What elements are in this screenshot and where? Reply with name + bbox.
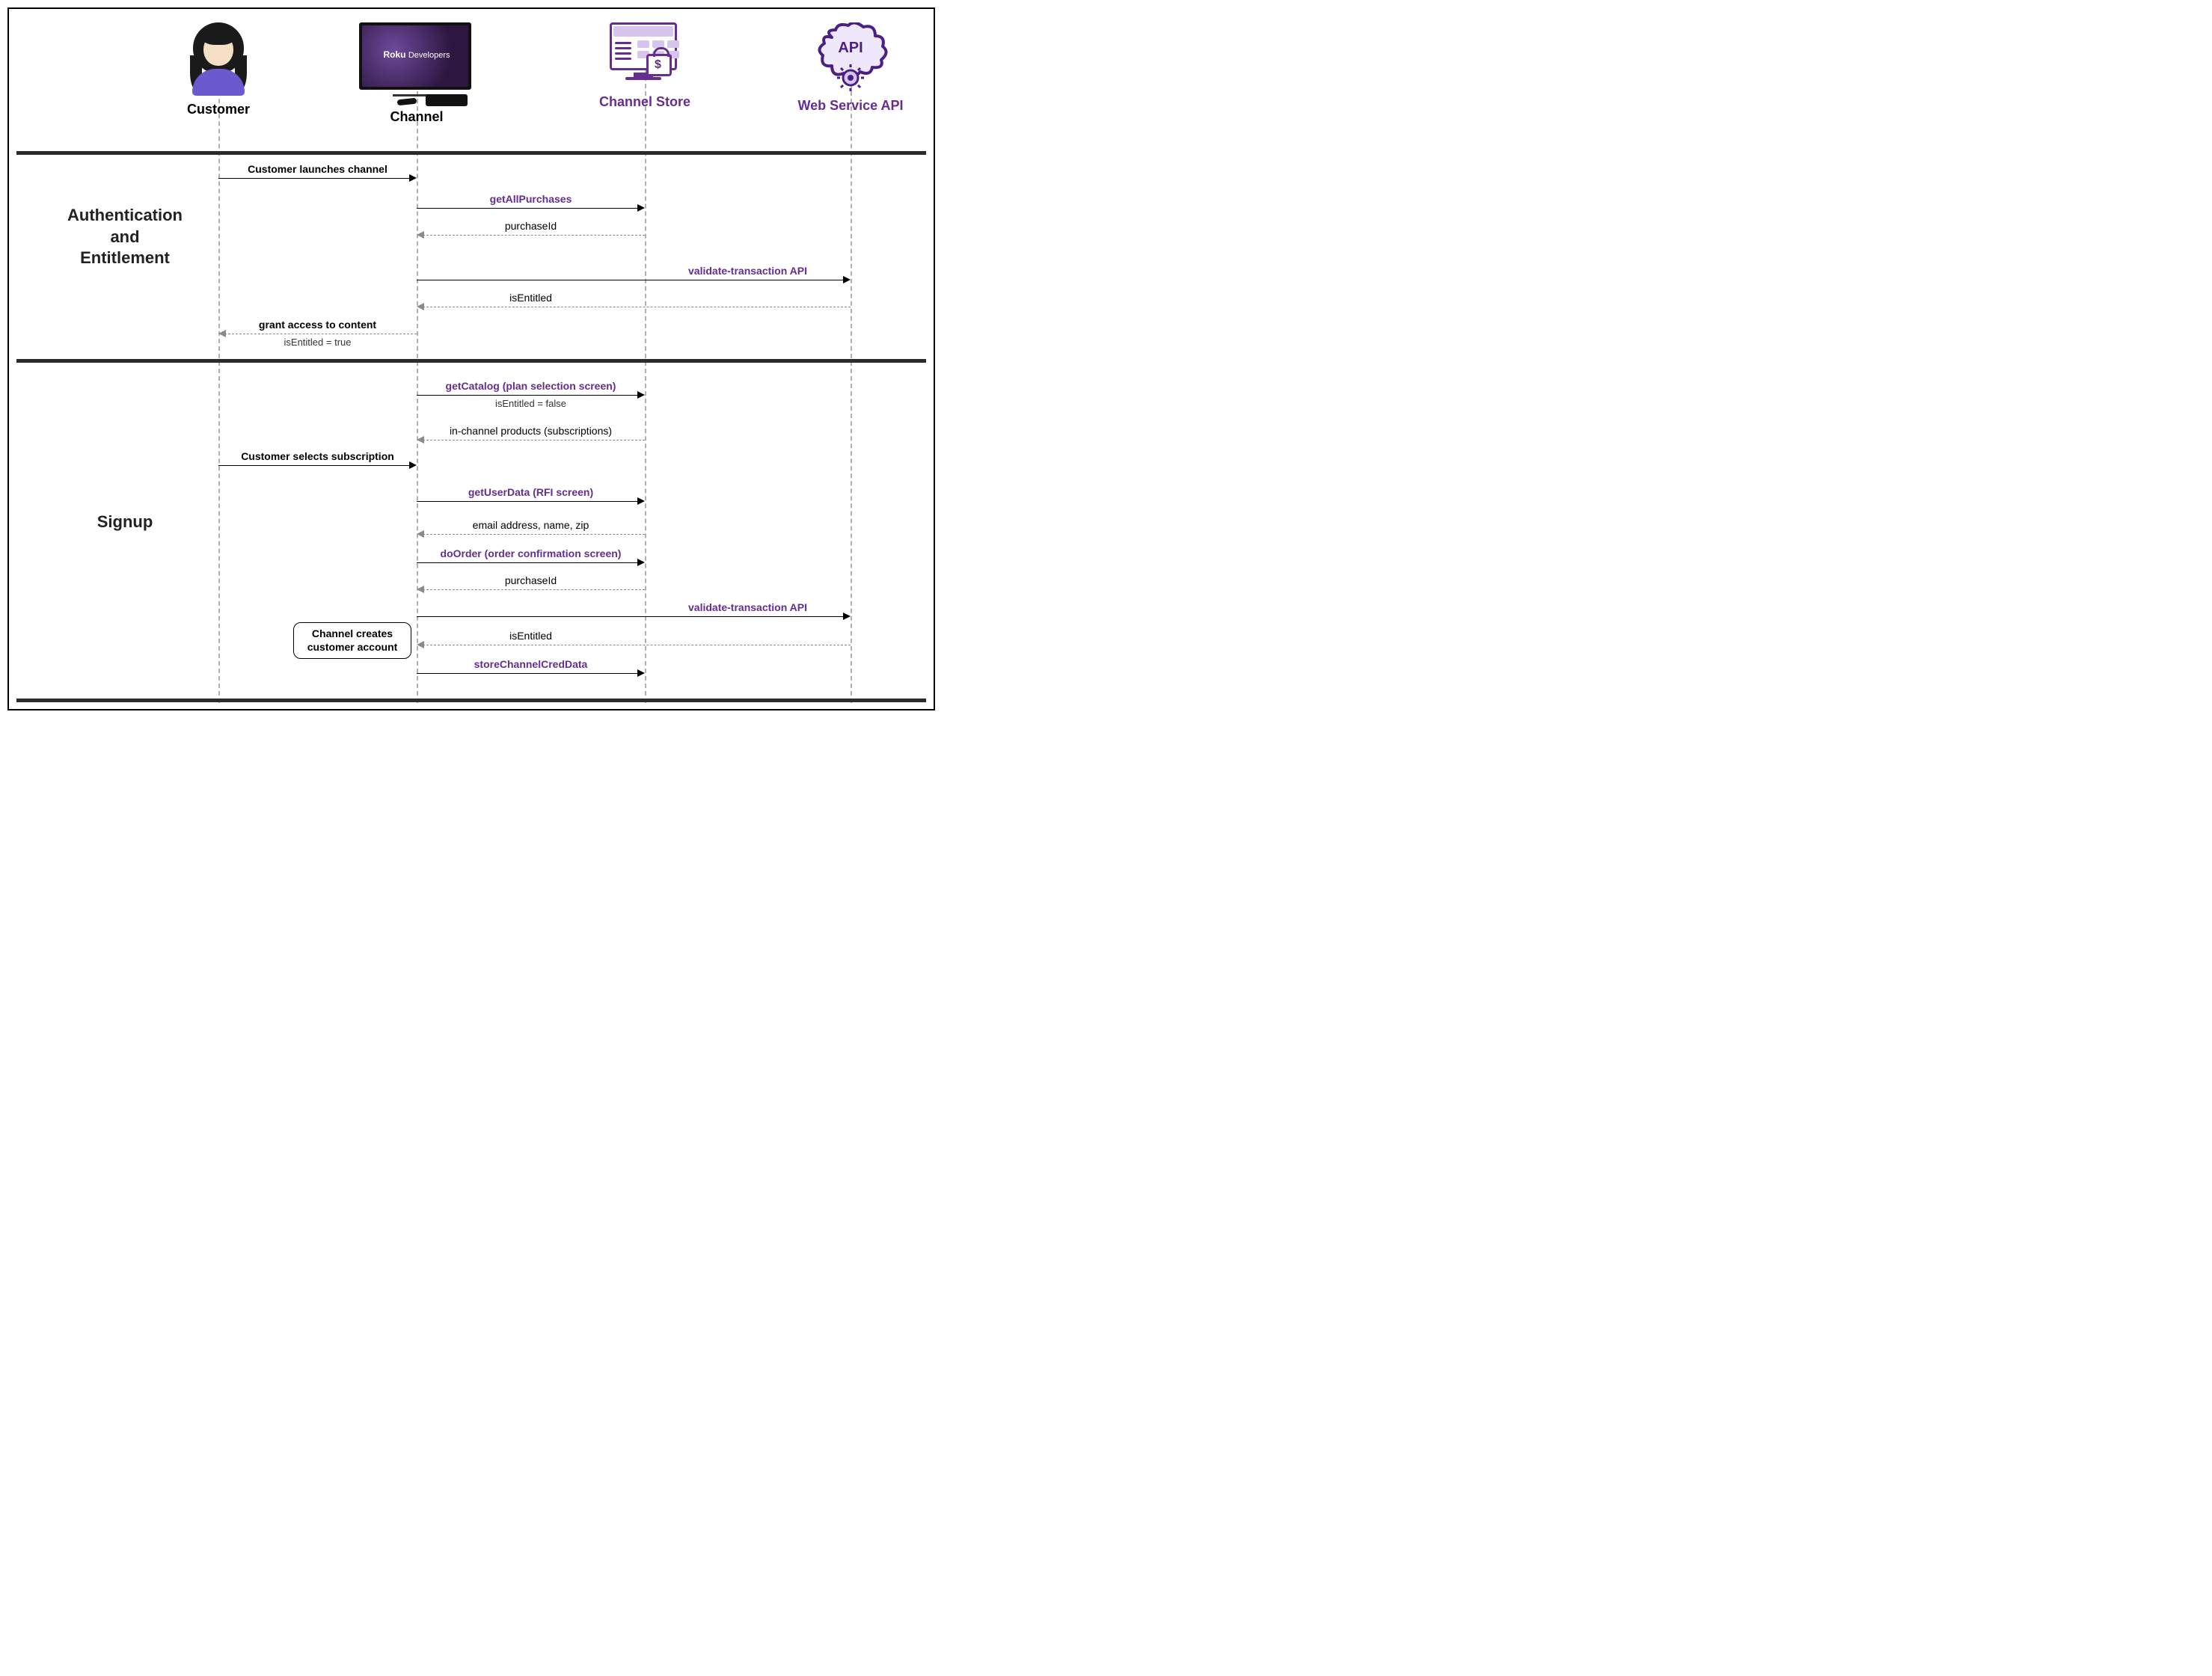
message-label: isEntitled: [417, 292, 645, 304]
tv-icon: Roku Developers: [357, 22, 477, 105]
separator-1: [16, 359, 926, 363]
message-label: validate-transaction API: [645, 265, 851, 277]
sequence-diagram: Customer Roku Developers Channel $ Channel S…: [7, 7, 935, 710]
actor-label-customer: Customer: [144, 102, 293, 117]
message-label: getAllPurchases: [417, 193, 645, 205]
api-icon: API: [809, 22, 892, 93]
message-label: storeChannelCredData: [417, 658, 645, 670]
message-label: validate-transaction API: [645, 601, 851, 613]
svg-text:API: API: [838, 40, 863, 56]
separator-0: [16, 151, 926, 155]
message-label: purchaseId: [417, 574, 645, 586]
message-sublabel: isEntitled = false: [417, 398, 645, 409]
message-label: Customer selects subscription: [218, 450, 417, 462]
actor-label-store: Channel Store: [570, 94, 720, 110]
lifeline-channel: [417, 31, 418, 703]
message-label: email address, name, zip: [417, 519, 645, 531]
message-label: grant access to content: [218, 319, 417, 331]
message-label: isEntitled: [417, 630, 645, 642]
section-signup: Signup: [54, 512, 196, 533]
message-label: getCatalog (plan selection screen): [417, 380, 645, 392]
actor-api: API Web Service API: [776, 22, 925, 114]
actor-customer: Customer: [144, 22, 293, 117]
message-label: in-channel products (subscriptions): [417, 425, 645, 437]
store-icon: $: [607, 22, 682, 90]
message-label: getUserData (RFI screen): [417, 486, 645, 498]
actor-label-channel: Channel: [342, 109, 491, 125]
separator-2: [16, 699, 926, 702]
actor-channel: Roku Developers Channel: [342, 22, 491, 125]
message-label: doOrder (order confirmation screen): [417, 547, 645, 559]
customer-icon: [189, 22, 248, 97]
message-label: purchaseId: [417, 220, 645, 232]
actor-label-api: Web Service API: [776, 98, 925, 114]
lifeline-customer: [218, 31, 220, 703]
message-label: Customer launches channel: [218, 163, 417, 175]
actor-store: $ Channel Store: [570, 22, 720, 110]
section-auth: AuthenticationandEntitlement: [54, 205, 196, 269]
lifeline-api: [851, 31, 852, 703]
message-sublabel: isEntitled = true: [218, 337, 417, 348]
note-n1: Channel createscustomer account: [293, 622, 411, 659]
